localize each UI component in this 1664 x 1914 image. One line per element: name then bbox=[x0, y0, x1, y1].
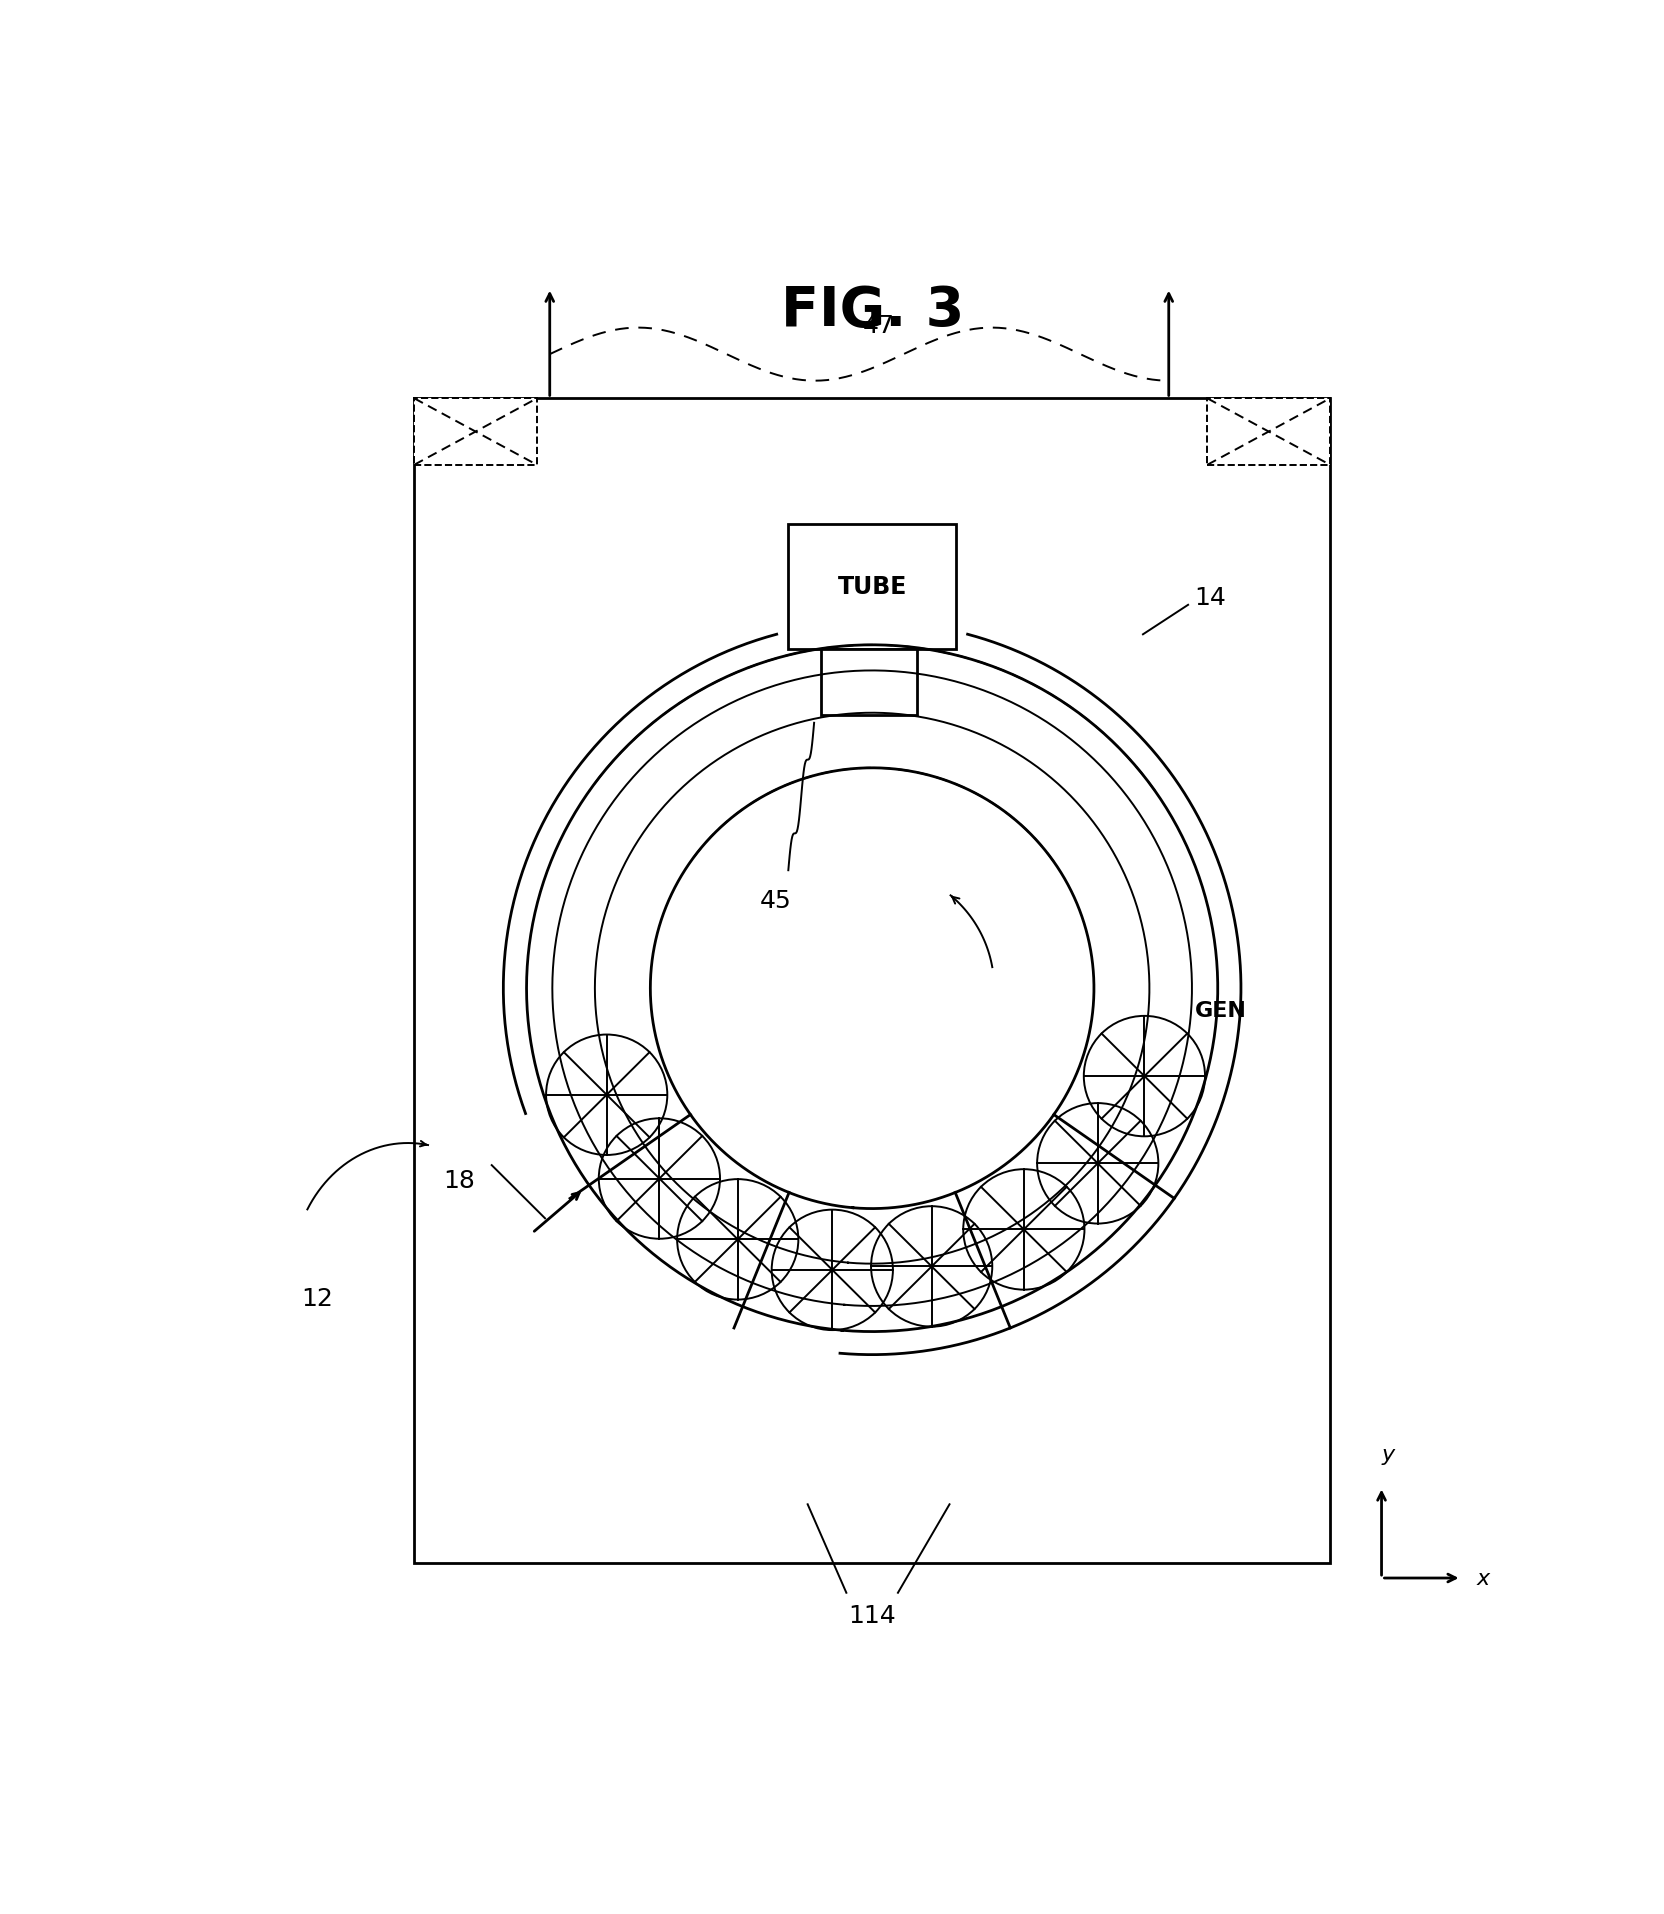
Text: y: y bbox=[1381, 1445, 1394, 1464]
Bar bbox=[1208, 400, 1330, 465]
Text: TUBE: TUBE bbox=[837, 574, 907, 599]
Text: 47: 47 bbox=[862, 314, 895, 337]
Text: 114: 114 bbox=[849, 1604, 895, 1627]
Text: x: x bbox=[1478, 1568, 1489, 1589]
Text: 45: 45 bbox=[759, 888, 792, 913]
Text: GEN: GEN bbox=[1195, 1001, 1246, 1020]
Bar bbox=[820, 649, 917, 716]
Text: 18: 18 bbox=[444, 1168, 476, 1192]
Text: 12: 12 bbox=[301, 1286, 333, 1311]
Bar bbox=[789, 524, 957, 649]
Text: FIG. 3: FIG. 3 bbox=[780, 283, 963, 337]
Text: 14: 14 bbox=[1195, 586, 1226, 611]
Bar bbox=[414, 400, 537, 465]
Bar bbox=[414, 400, 1330, 1564]
